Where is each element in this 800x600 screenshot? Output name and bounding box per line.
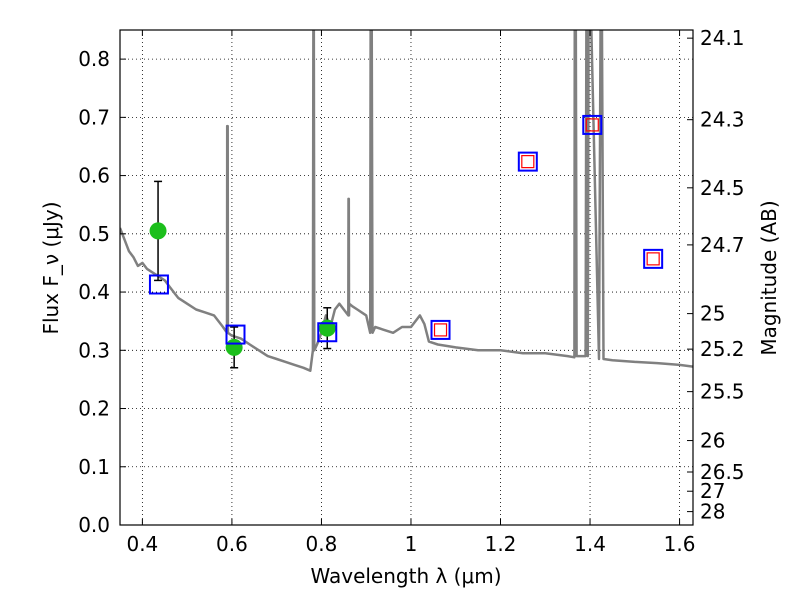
model-point-red [585,118,599,132]
model-point-red [646,252,660,266]
right-tick-label: 24.5 [700,176,745,200]
x-tick-label: 0.4 [126,532,158,556]
y-tick-label: 0.6 [78,164,110,188]
model-point [643,248,664,269]
x-tick-label: 1.4 [574,532,606,556]
right-tick-label: 25 [700,302,725,326]
y-tick-label: 0.5 [78,222,110,246]
model-point [225,324,246,345]
axis-ticks: 0.4 0.6 0.8 1 1.2 1.4 1.6 0.0 0.1 0.2 0.3 0.4 0.5 0.6… [78,26,744,556]
model-point-red [521,155,535,169]
right-tick-label: 26.5 [700,460,745,484]
y-tick-label: 0.4 [78,280,110,304]
right-tick-label: 24.7 [700,233,745,257]
x-tick-label: 1.2 [485,532,517,556]
x-tick-label: 0.8 [306,532,338,556]
y-right-axis-title: Magnitude (AB) [757,200,781,355]
y-axis-title: Flux F_ν (μJy) [39,201,63,334]
model-point [517,151,538,172]
y-tick-label: 0.3 [78,338,110,362]
series-layer [120,30,693,372]
model-point [430,319,451,340]
observed-point [318,319,336,337]
x-axis-title: Wavelength λ (μm) [310,564,501,588]
model-point-red [433,323,448,337]
right-tick-label: 25.5 [700,380,745,404]
y-tick-label: 0.7 [78,105,110,129]
grid-lines [120,30,693,526]
x-tick-label: 1 [405,532,418,556]
right-tick-label: 25.2 [700,337,745,361]
x-tick-label: 1.6 [664,532,696,556]
observed-point [149,222,167,240]
model-point [582,114,603,135]
y-tick-label: 0.2 [78,397,110,421]
right-tick-label: 27 [700,479,725,503]
sed-model-line [120,30,693,372]
y-tick-label: 0.0 [78,513,110,537]
model-point [148,274,169,295]
right-tick-label: 24.3 [700,108,745,132]
model-point [317,322,338,343]
y-tick-label: 0.1 [78,455,110,479]
right-tick-label: 26 [700,429,725,453]
right-tick-label: 28 [700,500,725,524]
y-tick-label: 0.8 [78,47,110,71]
x-tick-label: 0.6 [216,532,248,556]
plot-frame [119,29,694,526]
observed-point [225,338,243,356]
right-tick-label: 24.1 [700,26,745,50]
